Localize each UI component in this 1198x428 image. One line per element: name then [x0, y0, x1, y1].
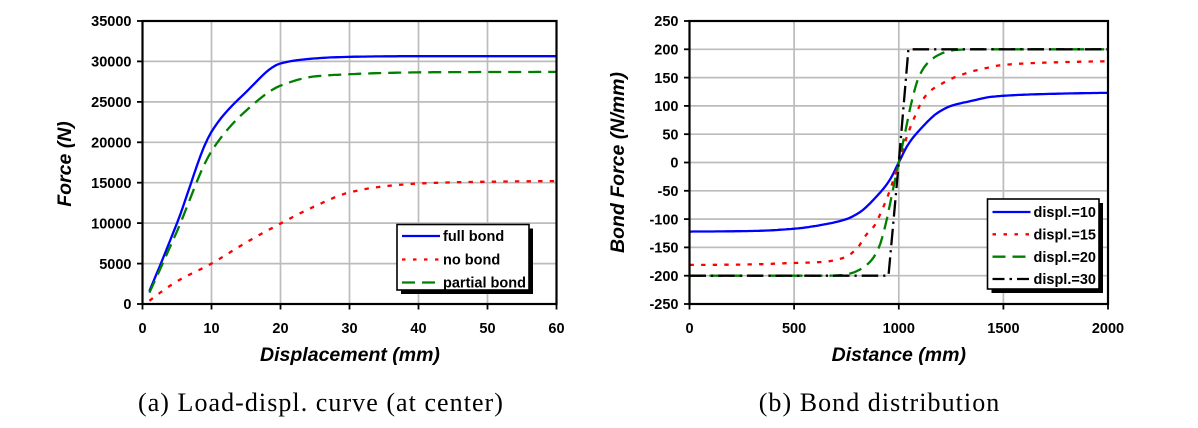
svg-text:no bond: no bond: [443, 253, 500, 269]
svg-text:500: 500: [782, 321, 806, 337]
svg-text:-250: -250: [649, 297, 678, 313]
svg-text:full bond: full bond: [443, 229, 504, 245]
svg-text:displ.=30: displ.=30: [1034, 272, 1096, 288]
svg-text:Force (N): Force (N): [54, 121, 76, 207]
svg-text:30000: 30000: [91, 55, 131, 71]
svg-text:displ.=10: displ.=10: [1034, 205, 1096, 221]
svg-text:15000: 15000: [91, 176, 131, 192]
svg-text:2000: 2000: [1092, 321, 1124, 337]
svg-text:0: 0: [685, 321, 693, 337]
svg-text:(b) Bond distribution: (b) Bond distribution: [759, 388, 1001, 417]
svg-text:0: 0: [138, 321, 146, 337]
svg-text:60: 60: [548, 321, 564, 337]
svg-text:40: 40: [410, 321, 426, 337]
svg-text:-100: -100: [649, 212, 678, 228]
svg-text:20: 20: [272, 321, 288, 337]
svg-text:-150: -150: [649, 241, 678, 257]
svg-text:displ.=15: displ.=15: [1034, 228, 1096, 244]
svg-text:30: 30: [341, 321, 357, 337]
svg-text:Bond Force (N/mm): Bond Force (N/mm): [607, 72, 629, 253]
svg-text:Distance (mm): Distance (mm): [832, 344, 966, 366]
svg-text:1000: 1000: [883, 321, 915, 337]
svg-text:Displacement (mm): Displacement (mm): [260, 344, 440, 366]
svg-text:1500: 1500: [987, 321, 1019, 337]
svg-text:50: 50: [662, 127, 678, 143]
svg-text:20000: 20000: [91, 136, 131, 152]
svg-text:0: 0: [123, 297, 131, 313]
svg-text:-50: -50: [658, 184, 679, 200]
svg-text:5000: 5000: [99, 257, 131, 273]
svg-text:10000: 10000: [91, 216, 131, 232]
svg-text:10: 10: [203, 321, 219, 337]
svg-text:25000: 25000: [91, 95, 131, 111]
svg-text:-200: -200: [649, 269, 678, 285]
svg-text:partial bond: partial bond: [443, 276, 526, 292]
svg-text:0: 0: [670, 156, 678, 172]
svg-text:200: 200: [654, 43, 678, 59]
svg-text:100: 100: [654, 99, 678, 115]
svg-text:(a) Load-displ. curve (at cent: (a) Load-displ. curve (at center): [138, 388, 504, 417]
svg-text:150: 150: [654, 71, 678, 87]
svg-text:250: 250: [654, 14, 678, 30]
svg-text:displ.=20: displ.=20: [1034, 250, 1096, 266]
svg-text:50: 50: [479, 321, 495, 337]
svg-text:35000: 35000: [91, 14, 131, 30]
